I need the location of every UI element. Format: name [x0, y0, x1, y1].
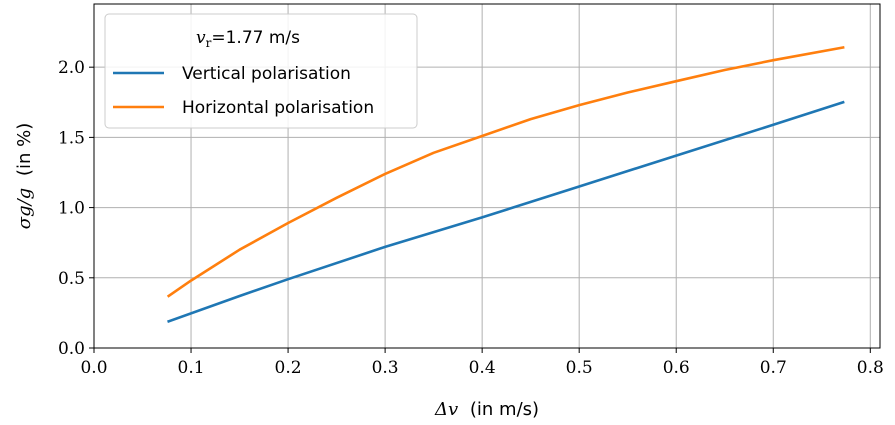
y-tick-label: 1.0 — [58, 199, 85, 219]
x-tick-label: 0.4 — [469, 358, 496, 378]
x-tick-label: 0.3 — [372, 358, 399, 378]
y-axis-label: σg/g (in %) — [14, 123, 35, 229]
y-tick-label: 0.5 — [58, 269, 85, 289]
axis-ticks: 0.0 0.1 0.2 0.3 0.4 0.5 0.6 0.7 0.8 0.0 0.5 1.0 1.5 2… — [58, 58, 884, 378]
legend-label: Horizontal polarisation — [182, 98, 374, 118]
x-tick-label: 0.8 — [857, 358, 884, 378]
x-axis-label: Δv (in m/s) — [434, 399, 539, 420]
x-tick-label: 0.5 — [566, 358, 593, 378]
plot-frame — [93, 3, 881, 349]
legend-title: vr=1.77 m/s — [196, 28, 300, 50]
legend-label: Vertical polarisation — [182, 64, 351, 84]
legend-box — [104, 13, 418, 129]
y-tick-label: 1.5 — [58, 128, 85, 148]
x-tick-label: 0.6 — [663, 358, 690, 378]
series-line-vertical-polarisation — [167, 100, 845, 323]
legend-entries: Vertical polarisation Horizontal polarisa… — [113, 64, 374, 118]
legend: vr=1.77 m/s Vertical polarisation Horizon… — [104, 13, 418, 129]
x-tick-label: 0.7 — [760, 358, 787, 378]
series-layer — [166, 45, 845, 323]
y-tick-label: 0.0 — [58, 339, 85, 359]
x-tick-label: 0.2 — [275, 358, 302, 378]
x-tick-label: 0.1 — [178, 358, 205, 378]
series-line-horizontal-polarisation — [166, 45, 845, 298]
y-tick-label: 2.0 — [58, 58, 85, 78]
x-tick-label: 0.0 — [80, 358, 107, 378]
